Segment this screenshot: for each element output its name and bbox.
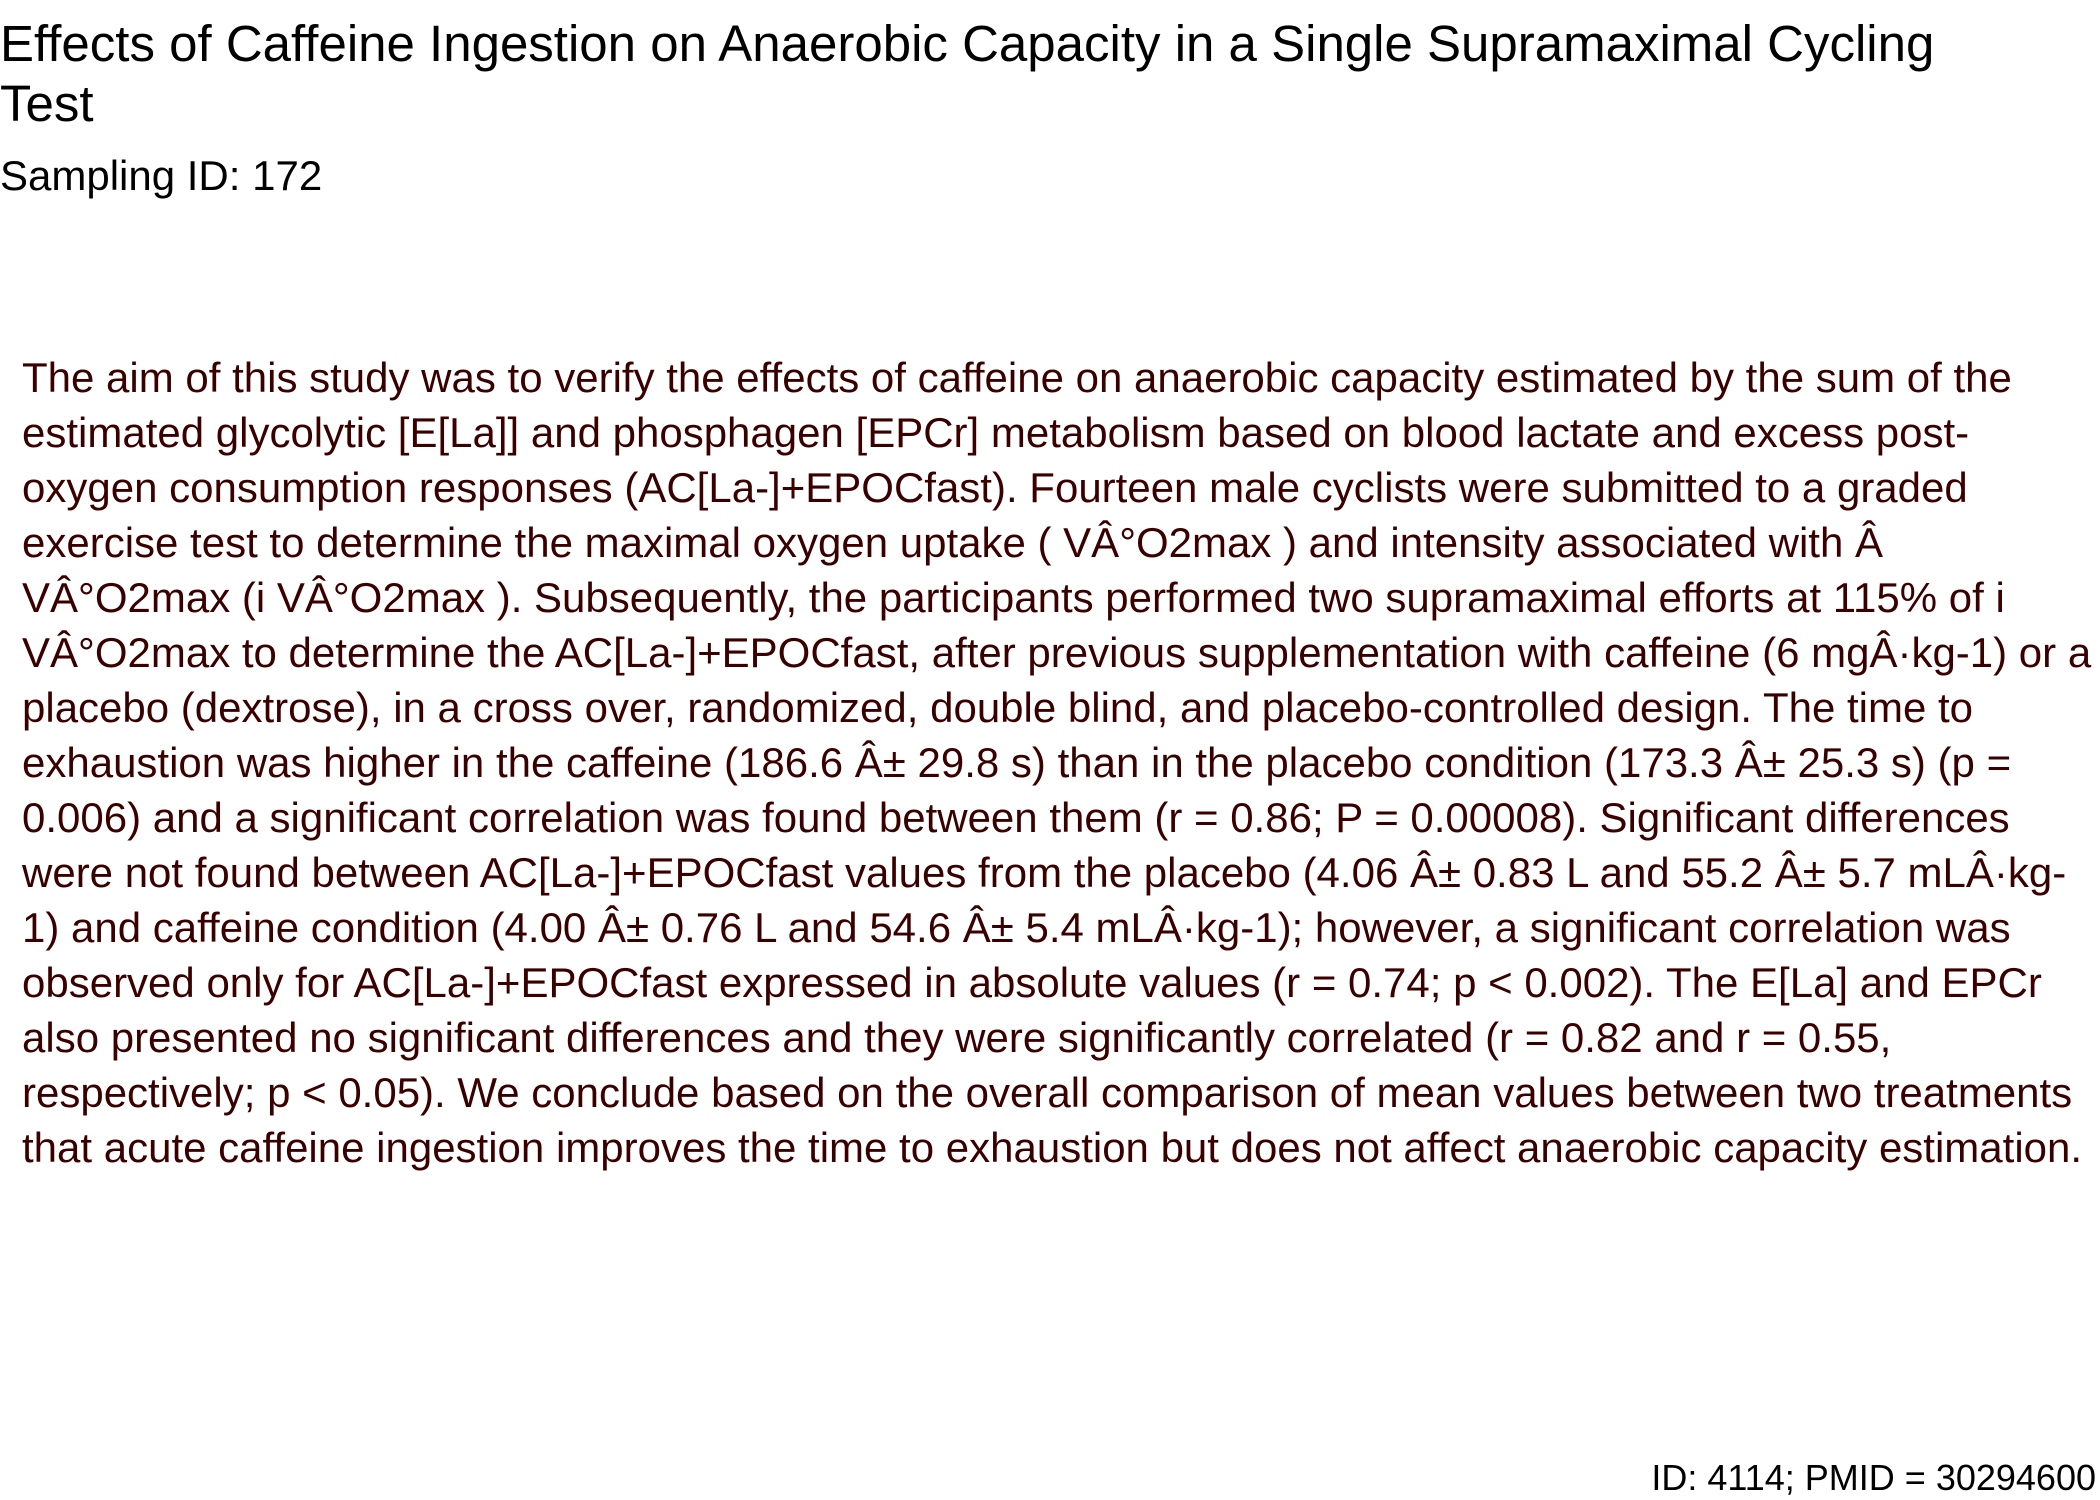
abstract-text: The aim of this study was to verify the …: [22, 354, 2092, 1171]
sampling-id: Sampling ID: 172: [0, 152, 323, 199]
document-title: Effects of Caffeine Ingestion on Anaerob…: [0, 15, 1935, 132]
footer-id: ID: 4114; PMID = 30294600: [1651, 1457, 2096, 1498]
